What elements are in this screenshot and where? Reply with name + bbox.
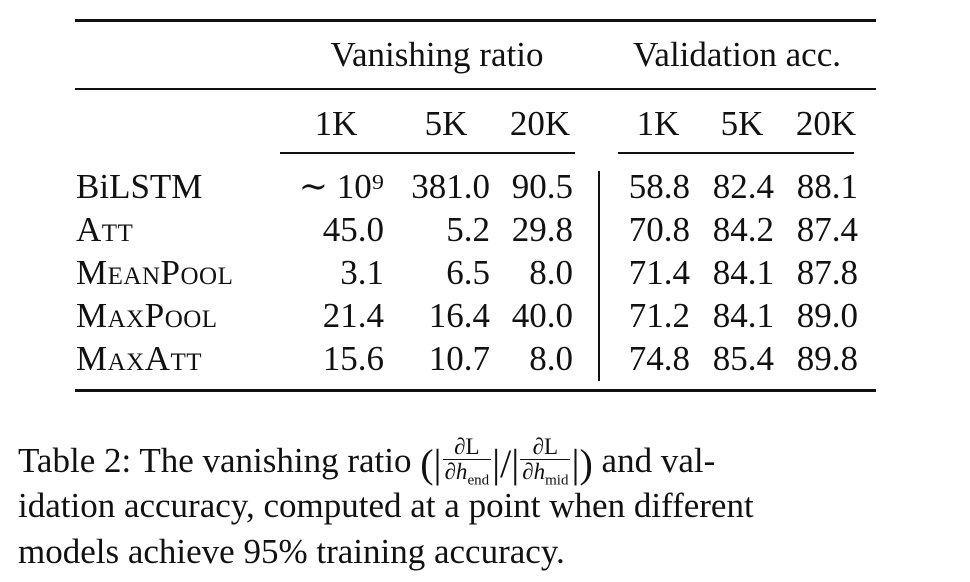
fraction-mid: ∂L ∂hmid — [520, 435, 571, 493]
table-cell: 90.5 — [511, 167, 573, 206]
row-label-att: Att — [76, 210, 134, 249]
table-cell: 85.4 — [712, 339, 774, 378]
col-header: 20K — [795, 104, 857, 143]
row-label-meanpool: MeanPool — [76, 253, 234, 292]
table-cell: 84.1 — [712, 296, 774, 335]
table-cell: 88.1 — [796, 167, 858, 206]
formula-sep: |/| — [492, 440, 520, 486]
caption-end: and val- — [601, 440, 716, 480]
column-separator — [598, 171, 600, 381]
cmidrule-vanishing — [280, 152, 575, 154]
table-cell: 71.4 — [628, 253, 690, 292]
cmidrule-validation — [618, 152, 854, 154]
table-cell: 84.1 — [712, 253, 774, 292]
table-cell: 84.2 — [712, 210, 774, 249]
table-cell: 5.2 — [446, 210, 490, 249]
table-cell: 16.4 — [428, 296, 490, 335]
header-rule — [75, 88, 876, 90]
row-label-bilstm: BiLSTM — [76, 167, 203, 206]
table-cell: 8.0 — [529, 253, 573, 292]
col-header: 5K — [424, 104, 468, 143]
frac-den-base: ∂h — [444, 459, 468, 484]
table-cell: 87.4 — [796, 210, 858, 249]
col-header: 1K — [636, 104, 680, 143]
table-cell: 3.1 — [340, 253, 384, 292]
table-cell: 8.0 — [529, 339, 573, 378]
top-rule — [75, 19, 876, 22]
caption-start: Table 2: The vanishing ratio — [18, 440, 412, 480]
formula-open: (| — [420, 440, 442, 486]
table-cell: 40.0 — [511, 296, 573, 335]
caption-line-3: models achieve 95% training accuracy. — [18, 532, 565, 571]
table-cell: 71.2 — [628, 296, 690, 335]
frac-num: ∂L — [520, 435, 571, 460]
row-label-maxpool: MaxPool — [76, 296, 218, 335]
caption-line-1: Table 2: The vanishing ratio (| ∂L ∂hend |/… — [18, 435, 948, 493]
table-cell: 45.0 — [322, 210, 384, 249]
frac-den-base: ∂h — [522, 459, 546, 484]
table-cell: 87.8 — [796, 253, 858, 292]
caption-line-2: idation accuracy, computed at a point wh… — [18, 486, 754, 525]
table-cell: 15.6 — [322, 339, 384, 378]
col-header: 20K — [509, 104, 571, 143]
bottom-rule — [75, 389, 876, 392]
frac-den: ∂hend — [443, 460, 492, 493]
frac-sub-end: end — [467, 472, 490, 489]
frac-sub-mid: mid — [545, 472, 569, 489]
table-cell: 89.0 — [796, 296, 858, 335]
fraction-end: ∂L ∂hend — [442, 435, 492, 493]
formula-close: |) — [571, 440, 593, 486]
row-label-maxatt: MaxAtt — [76, 339, 203, 378]
table-cell: 381.0 — [411, 167, 490, 206]
frac-den: ∂hmid — [520, 460, 570, 493]
table-cell: 58.8 — [628, 167, 690, 206]
table-cell: 10.7 — [428, 339, 490, 378]
table-cell: ∼ 10⁹ — [298, 167, 384, 206]
table-cell: 29.8 — [511, 210, 573, 249]
frac-num: ∂L — [442, 435, 492, 460]
group-header-vanishing: Vanishing ratio — [330, 35, 544, 74]
table-cell: 21.4 — [322, 296, 384, 335]
table-cell: 89.8 — [796, 339, 858, 378]
table-cell: 6.5 — [446, 253, 490, 292]
group-header-validation: Validation acc. — [633, 35, 841, 74]
col-header: 5K — [720, 104, 764, 143]
col-header: 1K — [314, 104, 358, 143]
table-cell: 74.8 — [628, 339, 690, 378]
table-cell: 82.4 — [712, 167, 774, 206]
table-cell: 70.8 — [628, 210, 690, 249]
